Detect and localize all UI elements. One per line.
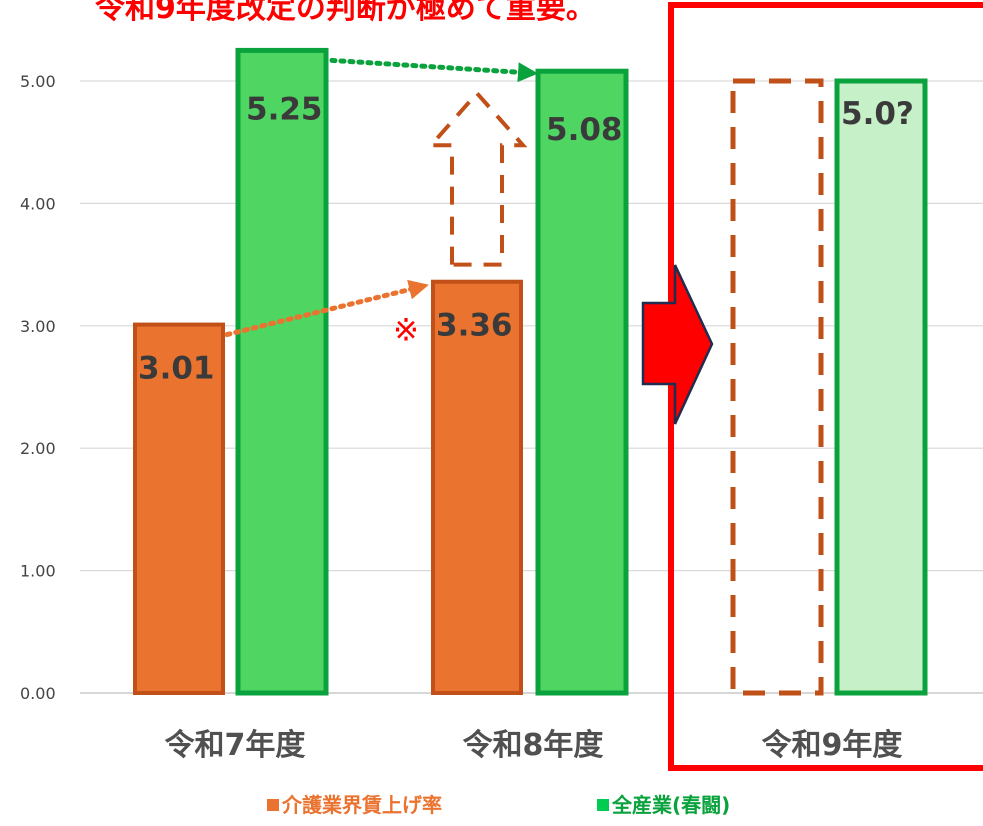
y-tick-label: 0.00 bbox=[20, 684, 56, 703]
bar-all bbox=[535, 68, 629, 696]
x-category-label: 令和8年度 bbox=[463, 728, 604, 763]
data-label-all: 5.08 bbox=[546, 112, 623, 148]
y-tick-label: 1.00 bbox=[20, 562, 56, 581]
bar-care-placeholder bbox=[730, 78, 824, 696]
trend-arrow-care bbox=[224, 279, 429, 338]
bars bbox=[133, 47, 928, 696]
data-label-care: 3.01 bbox=[138, 351, 215, 387]
x-category-label: 令和9年度 bbox=[762, 728, 903, 763]
projection-arrow-icon bbox=[641, 264, 714, 425]
y-tick-label: 2.00 bbox=[20, 439, 56, 458]
y-axis-ticks: 0.00 1.00 2.00 3.00 4.00 5.00 bbox=[20, 72, 56, 703]
legend: 介護業界賃上げ率 全産業(春闘) bbox=[267, 793, 730, 817]
legend-swatch-all bbox=[597, 799, 609, 811]
bar-care bbox=[431, 279, 523, 695]
y-tick-label: 5.00 bbox=[20, 72, 56, 91]
x-category-label: 令和7年度 bbox=[165, 728, 306, 763]
legend-swatch-care bbox=[267, 799, 279, 811]
data-labels: 3.01 3.36 ※ 5.25 5.08 5.0? bbox=[138, 91, 914, 386]
projection-highlight-box bbox=[668, 2, 983, 771]
legend-label-care: 介護業界賃上げ率 bbox=[281, 793, 442, 817]
bar-all-projected bbox=[834, 78, 928, 696]
note-mark: ※ bbox=[393, 313, 419, 349]
y-tick-label: 4.00 bbox=[20, 194, 56, 213]
y-tick-label: 3.00 bbox=[20, 317, 56, 336]
bar-all bbox=[235, 47, 329, 696]
data-label-all: 5.0? bbox=[841, 96, 914, 132]
legend-label-all: 全産業(春闘) bbox=[611, 793, 730, 817]
increase-arrow-icon bbox=[426, 90, 528, 267]
chart-title: 令和9年度改定の判断が極めて重要。 bbox=[95, 0, 596, 26]
data-label-care: 3.36 bbox=[436, 308, 513, 344]
annotations bbox=[224, 57, 824, 696]
trend-arrow-all bbox=[329, 57, 538, 83]
data-label-all: 5.25 bbox=[246, 91, 323, 127]
bar-care bbox=[133, 322, 225, 695]
x-axis-categories: 令和7年度 令和8年度 令和9年度 bbox=[165, 728, 903, 763]
